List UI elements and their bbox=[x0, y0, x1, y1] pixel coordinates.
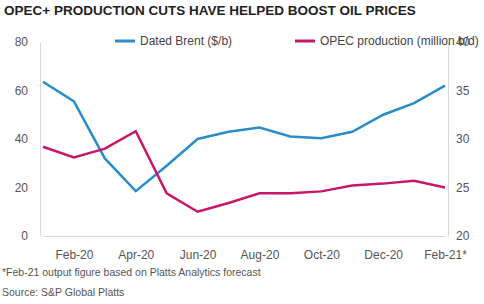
tick-label: 35 bbox=[456, 84, 470, 98]
footnote: *Feb-21 output figure based on Platts An… bbox=[2, 266, 261, 278]
legend-swatch bbox=[295, 40, 315, 43]
axis-x: Feb-20 Apr-20 Jun-20 Aug-20 Oct-20 Dec-20 Feb-… bbox=[44, 237, 468, 262]
tick-label: Jun-20 bbox=[180, 248, 217, 262]
tick: 40 bbox=[15, 132, 29, 146]
legend-item: OPEC production (million b/d) bbox=[295, 34, 479, 48]
tick: Feb-21* bbox=[424, 248, 467, 262]
axis-line bbox=[44, 236, 446, 237]
tick: Feb-20 bbox=[55, 248, 93, 262]
tick: Oct-20 bbox=[304, 248, 340, 262]
source: Source: S&P Global Platts bbox=[2, 286, 124, 298]
tick: 20 bbox=[456, 229, 470, 243]
tick: 0 bbox=[21, 229, 28, 243]
axis-line bbox=[40, 43, 41, 237]
axis-line bbox=[448, 43, 449, 237]
tick-label: Oct-20 bbox=[304, 248, 340, 262]
tick-label: Feb-21* bbox=[424, 248, 467, 262]
chart: OPEC+ PRODUCTION CUTS HAVE HELPED BOOST … bbox=[0, 0, 484, 304]
tick-label: 20 bbox=[456, 229, 470, 243]
legend: Dated Brent ($/b) OPEC production (millio… bbox=[115, 34, 479, 48]
series-line bbox=[43, 131, 445, 212]
tick-label: 25 bbox=[456, 181, 470, 195]
tick-label: Aug-20 bbox=[241, 248, 280, 262]
series-line bbox=[43, 82, 445, 191]
title: OPEC+ PRODUCTION CUTS HAVE HELPED BOOST … bbox=[4, 3, 416, 18]
lines bbox=[43, 82, 445, 212]
legend-swatch bbox=[115, 40, 135, 43]
legend-label: OPEC production (million b/d) bbox=[320, 34, 479, 48]
tick: 25 bbox=[456, 181, 470, 195]
tick-label: 40 bbox=[15, 132, 29, 146]
tick: 60 bbox=[15, 84, 29, 98]
tick-label: 20 bbox=[15, 181, 29, 195]
axis-y2ticks: 2025303540 bbox=[449, 35, 470, 243]
tick-label: Feb-20 bbox=[55, 248, 93, 262]
axis-yticks: 0 20 40 60 80 bbox=[15, 35, 41, 243]
legend-label: Dated Brent ($/b) bbox=[140, 34, 232, 48]
tick: Aug-20 bbox=[241, 248, 280, 262]
tick-label: 60 bbox=[15, 84, 29, 98]
tick: 20 bbox=[15, 181, 29, 195]
tick-label: Apr-20 bbox=[118, 248, 154, 262]
tick: Dec-20 bbox=[364, 248, 403, 262]
tick-label: 30 bbox=[456, 132, 470, 146]
tick-label: 80 bbox=[15, 35, 29, 49]
tick-label: Dec-20 bbox=[364, 248, 403, 262]
tick: 35 bbox=[456, 84, 470, 98]
tick: 80 bbox=[15, 35, 29, 49]
tick: Jun-20 bbox=[180, 248, 217, 262]
tick-label: 0 bbox=[21, 229, 28, 243]
legend-item: Dated Brent ($/b) bbox=[115, 34, 232, 48]
tick: 30 bbox=[456, 132, 470, 146]
tick: Apr-20 bbox=[118, 248, 154, 262]
